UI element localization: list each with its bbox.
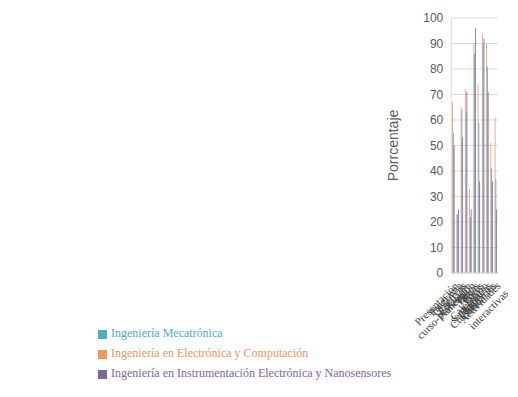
- svg-text:20: 20: [430, 215, 444, 229]
- svg-text:40: 40: [430, 164, 444, 178]
- svg-text:70: 70: [430, 88, 444, 102]
- svg-text:90: 90: [430, 37, 444, 51]
- svg-text:100: 100: [423, 11, 443, 25]
- svg-text:10: 10: [430, 241, 444, 255]
- svg-text:Porrcentaje: Porrcentaje: [385, 109, 401, 181]
- svg-text:50: 50: [430, 139, 444, 153]
- svg-text:60: 60: [430, 113, 444, 127]
- svg-text:80: 80: [430, 62, 444, 76]
- svg-text:30: 30: [430, 190, 444, 204]
- svg-text:0: 0: [437, 266, 444, 280]
- svg-text:Actividadesinteractivas: Actividadesinteractivas: [457, 279, 508, 332]
